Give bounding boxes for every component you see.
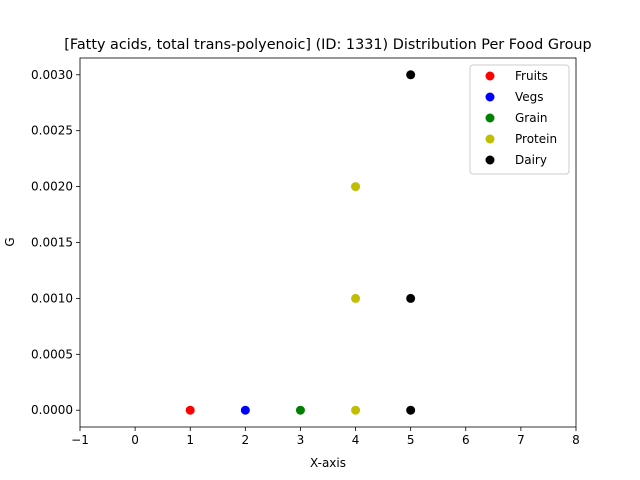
legend-marker-fruits: [485, 71, 495, 81]
y-tick-label-4: 0.0020: [31, 180, 73, 194]
legend-label-fruits: Fruits: [515, 69, 548, 83]
data-point-fruits-0: [185, 405, 195, 415]
legend-label-grain: Grain: [515, 111, 548, 125]
data-point-dairy-1: [406, 293, 416, 303]
y-tick-label-3: 0.0015: [31, 236, 73, 250]
plot-area: −1 0 1 2 3 4 5 6 7 8 0.0000 0.0005 0.0010 0.0015 0.002…: [31, 57, 580, 447]
legend-marker-vegs: [485, 92, 495, 102]
legend-label-vegs: Vegs: [515, 90, 544, 104]
x-tick-label-1: 0: [131, 433, 139, 447]
legend-marker-protein: [485, 134, 495, 144]
x-tick-label-9: 8: [572, 433, 580, 447]
y-tick-label-1: 0.0005: [31, 347, 73, 361]
x-tick-label-6: 5: [407, 433, 415, 447]
x-tick-label-7: 6: [462, 433, 470, 447]
legend-label-dairy: Dairy: [515, 153, 547, 167]
x-tick-label-4: 3: [297, 433, 305, 447]
x-tick-label-5: 4: [352, 433, 360, 447]
y-tick-label-6: 0.0030: [31, 68, 73, 82]
chart-title: [Fatty acids, total trans-polyenoic] (ID…: [64, 37, 591, 53]
x-tick-label-0: −1: [71, 433, 89, 447]
x-tick-label-2: 1: [186, 433, 194, 447]
legend-box: [469, 64, 570, 175]
y-axis-label: G: [3, 237, 17, 246]
x-tick-label-8: 7: [517, 433, 525, 447]
legend: Fruits Vegs Grain Protein Dairy: [469, 64, 570, 175]
data-point-dairy-0: [406, 405, 416, 415]
legend-marker-dairy: [485, 155, 495, 165]
legend-label-protein: Protein: [515, 132, 557, 146]
data-point-vegs-0: [240, 405, 250, 415]
legend-marker-grain: [485, 113, 495, 123]
data-point-dairy-2: [406, 70, 416, 80]
x-tick-label-3: 2: [242, 433, 250, 447]
y-tick-label-2: 0.0010: [31, 291, 73, 305]
y-tick-label-0: 0.0000: [31, 403, 73, 417]
data-point-protein-1: [351, 293, 361, 303]
data-point-protein-0: [351, 405, 361, 415]
data-point-protein-2: [351, 182, 361, 192]
y-tick-label-5: 0.0025: [31, 124, 73, 138]
data-point-grain-0: [295, 405, 305, 415]
x-axis-label: X-axis: [310, 456, 346, 470]
